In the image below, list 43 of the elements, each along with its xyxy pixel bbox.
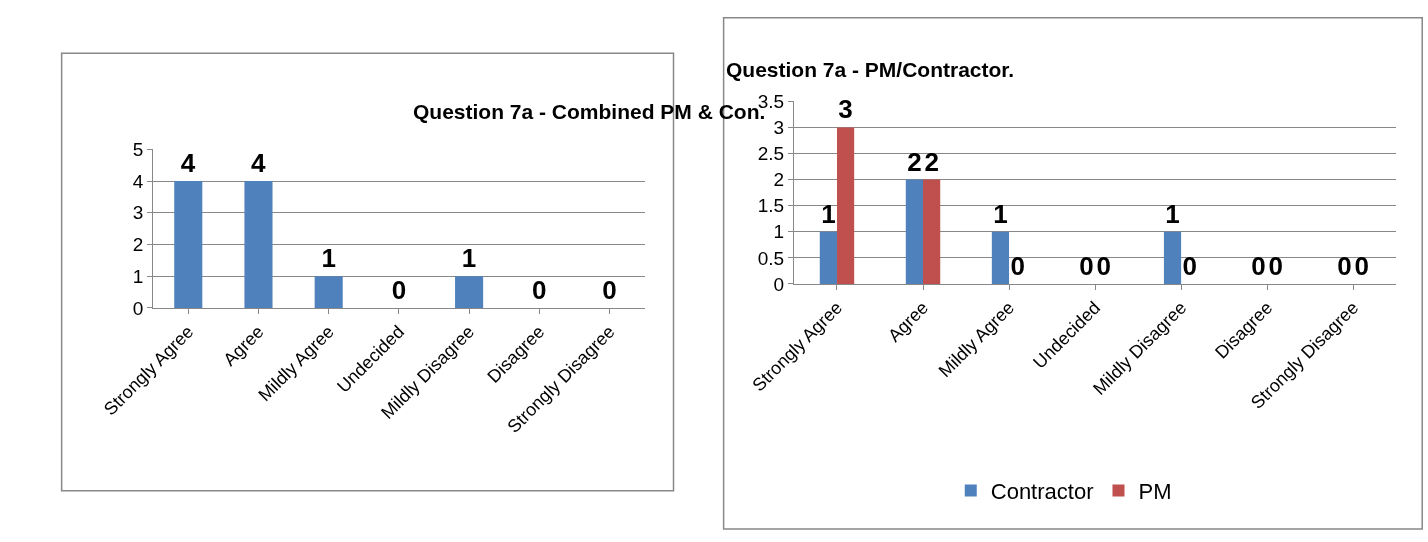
y-tick-label: 0	[132, 297, 144, 319]
y-tick-label: 4	[132, 170, 144, 192]
bar	[923, 179, 941, 284]
data-label: 1	[461, 243, 477, 274]
bar	[819, 231, 837, 284]
data-label: 0	[1354, 250, 1370, 281]
data-label: 0	[532, 274, 547, 305]
y-tick-label: 3	[132, 202, 144, 224]
y-tick-label: 2.5	[757, 143, 785, 165]
data-label: 1	[993, 198, 1008, 229]
y-tick-label: 2	[132, 234, 144, 256]
data-label: 0	[1251, 250, 1266, 281]
legend-label: PM	[1138, 479, 1172, 505]
y-tick-label: 3	[773, 117, 785, 139]
y-tick-label: 5	[132, 139, 144, 161]
bar	[1163, 231, 1182, 284]
bar	[991, 231, 1010, 284]
data-label: 4	[180, 148, 196, 179]
data-label: 1	[1165, 198, 1180, 229]
data-label: 0	[602, 274, 617, 305]
data-label: 0	[1079, 250, 1094, 281]
y-tick-label: 0	[773, 273, 785, 295]
y-tick-label: 1	[773, 221, 785, 243]
data-label: 2	[924, 146, 939, 177]
data-label: 0	[1337, 250, 1352, 281]
data-label: 0	[1268, 250, 1283, 281]
data-label: 1	[321, 243, 336, 274]
data-label: 1	[821, 198, 836, 229]
data-label: 4	[250, 148, 266, 179]
bar	[836, 127, 855, 284]
chart-title: Question 7a - PM/Contractor.	[726, 58, 1015, 81]
legend-label: Contractor	[990, 479, 1094, 505]
data-label: 0	[1010, 250, 1025, 281]
data-label: 0	[1096, 250, 1111, 281]
data-label: 3	[838, 94, 853, 125]
data-label: 0	[1182, 250, 1197, 281]
data-label: 0	[391, 274, 407, 305]
y-tick-label: 0.5	[757, 247, 785, 269]
y-tick-label: 2	[773, 169, 785, 191]
y-tick-label: 1.5	[757, 195, 785, 217]
data-label: 2	[907, 146, 922, 177]
y-tick-label: 1	[132, 265, 144, 287]
bar	[905, 179, 924, 284]
